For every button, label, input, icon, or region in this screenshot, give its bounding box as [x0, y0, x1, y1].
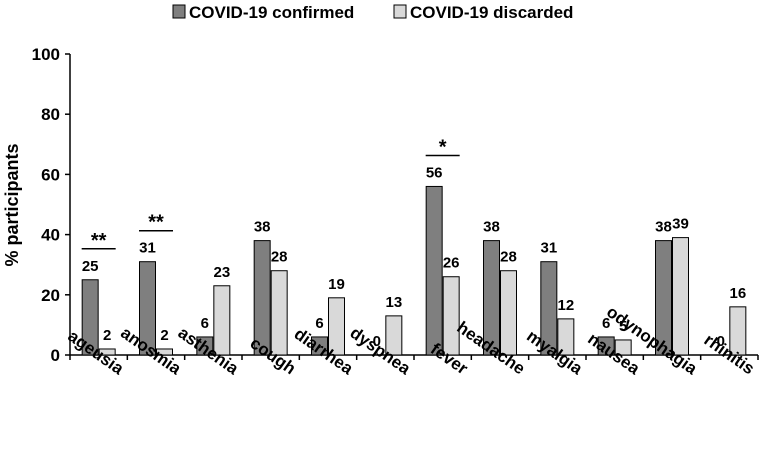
- legend: COVID-19 confirmed COVID-19 discarded: [172, 3, 573, 22]
- data-label-discarded-cough: 28: [271, 249, 288, 266]
- bar-discarded-fever: [442, 276, 460, 356]
- data-label-confirmed-odynophagia: 38: [655, 219, 672, 236]
- significance-marker-fever: *: [439, 136, 447, 158]
- y-tick-label: 60: [41, 165, 60, 184]
- data-label-discarded-asthenia: 23: [213, 264, 230, 281]
- bar-confirmed-nausea: [597, 336, 615, 356]
- data-label-discarded-odynophagia: 39: [672, 216, 689, 233]
- bar-discarded-headache: [500, 270, 517, 356]
- bar-confirmed-ageusia: [81, 279, 99, 356]
- bar-confirmed-asthenia: [196, 336, 214, 356]
- data-label-discarded-rhinitis: 16: [729, 285, 746, 302]
- data-label-discarded-dyspnea: 13: [385, 294, 402, 311]
- bar-confirmed-myalgia: [540, 261, 558, 356]
- bar-discarded-asthenia: [213, 285, 231, 356]
- data-label-confirmed-anosmia: 31: [139, 240, 156, 257]
- y-tick-label: 80: [41, 105, 60, 124]
- bar-confirmed-headache: [483, 240, 500, 356]
- data-label-confirmed-nausea: 6: [602, 315, 610, 332]
- data-label-confirmed-ageusia: 25: [82, 258, 99, 275]
- bar-confirmed-diarrhea: [311, 336, 328, 356]
- legend-swatch-discarded: [393, 4, 407, 19]
- data-label-discarded-diarrhea: 19: [328, 276, 345, 293]
- y-tick-label: 100: [32, 45, 60, 64]
- bar-confirmed-anosmia: [139, 261, 156, 356]
- category-label-rhinitis: rhinitis: [701, 330, 758, 378]
- data-label-confirmed-rhinitis: 0: [717, 333, 725, 350]
- data-label-discarded-myalgia: 12: [557, 297, 574, 314]
- bar-discarded-odynophagia: [672, 237, 689, 356]
- data-label-discarded-nausea: 5: [619, 318, 627, 335]
- data-label-discarded-anosmia: 2: [160, 327, 168, 344]
- data-label-confirmed-dyspnea: 0: [373, 333, 381, 350]
- legend-label-confirmed: COVID-19 confirmed: [189, 3, 354, 22]
- y-tick-label: 20: [41, 286, 60, 305]
- bar-discarded-ageusia: [98, 348, 116, 356]
- legend-swatch-confirmed: [172, 4, 186, 19]
- data-label-discarded-headache: 28: [500, 249, 517, 266]
- data-label-confirmed-headache: 38: [483, 219, 500, 236]
- data-label-confirmed-diarrhea: 6: [315, 315, 323, 332]
- bar-discarded-cough: [270, 270, 288, 356]
- bar-discarded-dyspnea: [385, 315, 403, 356]
- bar-confirmed-fever: [425, 185, 443, 356]
- category-label-dyspnea: dyspnea: [347, 323, 415, 378]
- significance-marker-anosmia: **: [148, 212, 164, 234]
- data-label-confirmed-cough: 38: [254, 219, 271, 236]
- data-label-confirmed-fever: 56: [426, 164, 443, 181]
- y-tick-label: 40: [41, 226, 60, 245]
- category-label-diarrhea: diarrhea: [291, 324, 357, 378]
- significance-marker-ageusia: **: [91, 230, 107, 252]
- bar-confirmed-odynophagia: [655, 240, 672, 356]
- y-tick-label: 0: [51, 346, 60, 365]
- bar-confirmed-cough: [253, 240, 271, 356]
- bar-discarded-myalgia: [557, 318, 575, 356]
- bar-discarded-rhinitis: [729, 306, 747, 356]
- legend-label-discarded: COVID-19 discarded: [410, 3, 573, 22]
- data-label-discarded-ageusia: 2: [103, 327, 111, 344]
- data-label-confirmed-asthenia: 6: [201, 315, 209, 332]
- data-label-discarded-fever: 26: [443, 255, 460, 272]
- bar-discarded-nausea: [614, 339, 632, 356]
- bar-discarded-anosmia: [156, 348, 173, 356]
- bar-discarded-diarrhea: [328, 297, 345, 356]
- y-axis-label: % participants: [2, 143, 22, 266]
- data-label-confirmed-myalgia: 31: [540, 240, 557, 257]
